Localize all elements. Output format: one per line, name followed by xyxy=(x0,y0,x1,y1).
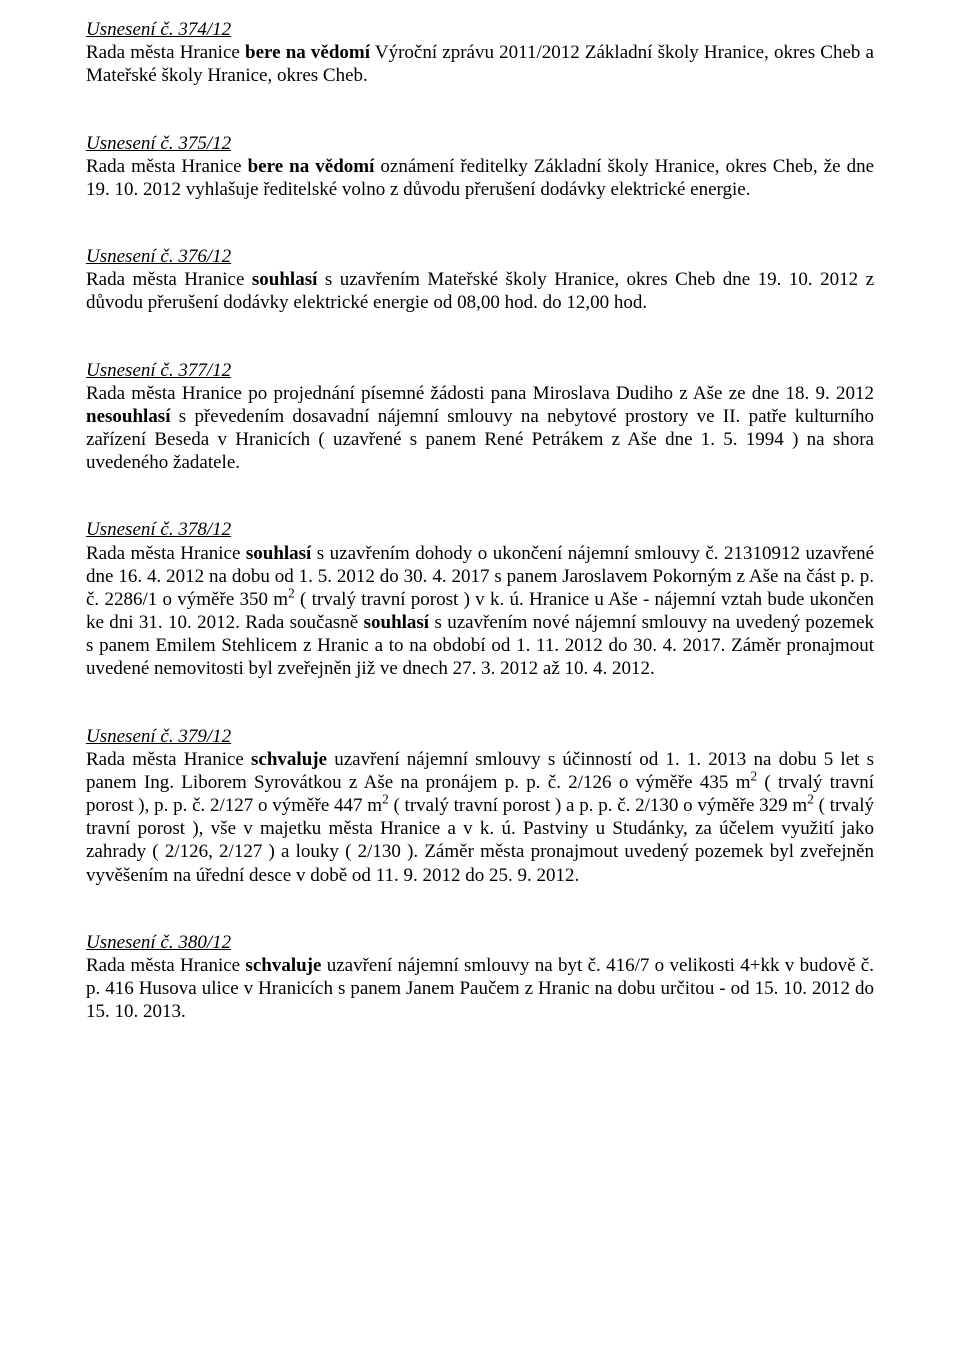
resolution-body: Rada města Hranice bere na vědomí Výročn… xyxy=(86,41,874,87)
resolution-body: Rada města Hranice schvaluje uzavření ná… xyxy=(86,954,874,1024)
resolution-block: Usnesení č. 374/12Rada města Hranice ber… xyxy=(86,18,874,88)
resolution-block: Usnesení č. 377/12Rada města Hranice po … xyxy=(86,359,874,475)
resolution-title: Usnesení č. 376/12 xyxy=(86,245,874,268)
resolution-title: Usnesení č. 379/12 xyxy=(86,725,874,748)
document-body: Usnesení č. 374/12Rada města Hranice ber… xyxy=(86,18,874,1024)
resolution-body: Rada města Hranice bere na vědomí oznáme… xyxy=(86,155,874,201)
resolution-block: Usnesení č. 380/12Rada města Hranice sch… xyxy=(86,931,874,1024)
resolution-body: Rada města Hranice souhlasí s uzavřením … xyxy=(86,268,874,314)
resolution-block: Usnesení č. 376/12Rada města Hranice sou… xyxy=(86,245,874,315)
resolution-title: Usnesení č. 377/12 xyxy=(86,359,874,382)
resolution-body: Rada města Hranice schvaluje uzavření ná… xyxy=(86,748,874,887)
resolution-block: Usnesení č. 375/12Rada města Hranice ber… xyxy=(86,132,874,202)
resolution-title: Usnesení č. 380/12 xyxy=(86,931,874,954)
resolution-title: Usnesení č. 378/12 xyxy=(86,518,874,541)
resolution-block: Usnesení č. 378/12Rada města Hranice sou… xyxy=(86,518,874,680)
resolution-body: Rada města Hranice souhlasí s uzavřením … xyxy=(86,542,874,681)
resolution-title: Usnesení č. 374/12 xyxy=(86,18,874,41)
resolution-title: Usnesení č. 375/12 xyxy=(86,132,874,155)
resolution-block: Usnesení č. 379/12Rada města Hranice sch… xyxy=(86,725,874,887)
resolution-body: Rada města Hranice po projednání písemné… xyxy=(86,382,874,475)
